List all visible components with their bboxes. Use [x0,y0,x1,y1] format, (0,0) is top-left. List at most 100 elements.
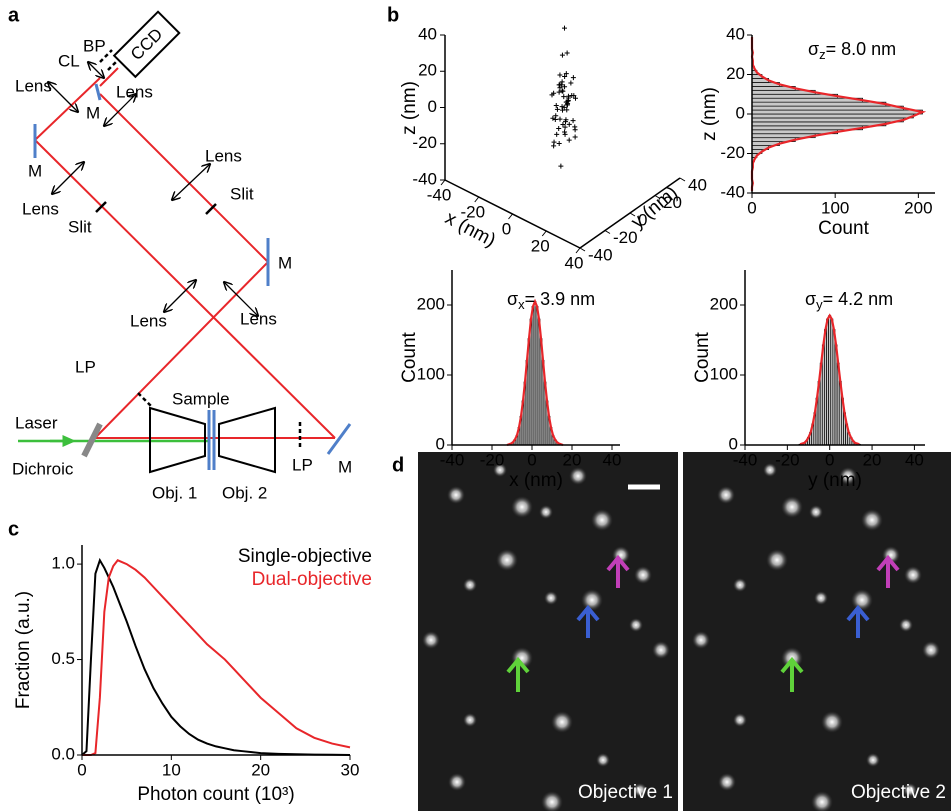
scatter-point [551,143,557,149]
spot [851,589,873,611]
x-tick-label: 40 [603,450,622,469]
diagram-label: Lens [240,309,277,328]
spot [581,589,603,611]
spot [733,713,747,727]
tick-mark [629,212,636,217]
diagram-label: Lens [116,82,153,101]
diagram-label: Laser [15,413,58,432]
scatter-point [558,163,564,169]
scatter-point [556,89,562,95]
y-tick-label: 200 [417,294,445,313]
x-tick-label: 200 [904,198,932,217]
z-tick-label: -40 [412,169,437,188]
spot [493,463,507,477]
y-axis-label: Fraction (a.u.) [13,591,34,709]
spot [839,467,857,485]
scatter-point [563,71,569,77]
y-tick-label: 0 [736,103,745,122]
x-tick-label: 40 [565,253,584,272]
scatter-point [565,102,570,108]
legend-entry: Dual-objective [252,569,372,590]
diagram-label: Obj. 1 [152,483,197,502]
optical-diagram: CCD BP CL Lens M Lens M Lens Lens Slit S… [12,10,352,502]
y-tick-label: 20 [726,64,745,83]
z-tick-label: 40 [418,24,437,43]
diagram-label: Lens [130,311,167,330]
y-tick-label: 0 [638,210,647,229]
panel-label: d [392,454,404,476]
diagram-label: Lens [15,76,52,95]
spot [463,578,477,592]
scatter-point [570,118,576,124]
dichroic-mirror [81,422,103,458]
scatter-point [557,116,563,122]
x-axis-label: y (nm) [808,470,862,491]
y-tick-label: -40 [588,245,613,264]
scatter-point [550,115,556,121]
scatter-point [557,72,563,78]
fit-curve [799,313,860,446]
y-tick-label: 100 [417,364,445,383]
scatter-point [572,134,578,140]
tick-mark [474,196,480,203]
scatter-point [573,95,578,101]
scatter-point [554,106,560,112]
spot [904,566,922,584]
y-tick-label: 40 [688,175,707,194]
x-tick-label: 20 [251,760,270,779]
annotation-text: = 3.9 nm [525,289,596,309]
tick-mark [541,230,547,237]
spot [591,509,613,531]
objectives [149,406,276,474]
spot [539,505,553,519]
data-line [82,559,351,756]
spot [544,591,558,605]
mirrors [33,83,352,470]
ccd-camera: CCD [112,10,181,79]
y-tick-label: 40 [726,24,745,43]
x-tick-label: 10 [162,760,181,779]
tick-mark [604,230,611,234]
scatter-point [565,95,571,101]
diagram-label: LP [292,455,313,474]
spot [447,486,465,504]
y-tick-label: 0 [729,434,738,453]
y-tick-label: 1.0 [51,554,75,573]
y-tick-label: -20 [613,228,638,247]
diagram-label: LP [75,357,96,376]
spot [814,591,828,605]
scatter-point [562,124,568,130]
x-tick-label: 20 [563,450,582,469]
spot [733,578,747,592]
scatter-point [566,121,572,127]
fit-curve [506,298,564,447]
scatter-point [557,82,563,88]
diagram-label: Lens [22,199,59,218]
spot [496,549,518,571]
scatter-point [549,92,555,98]
y-tick-label: 0.0 [51,744,75,763]
y-tick-label: 0.5 [51,649,75,668]
scatter-point [562,25,567,31]
y-tick-label: 100 [710,364,738,383]
scatter-point [564,107,570,113]
scatter-point [562,73,568,79]
z-tick-label: -20 [412,133,437,152]
micrograph-label: Objective 2 [851,782,946,803]
x-tick-label: 0 [747,198,756,217]
scatter-point [570,75,576,81]
scatter-point [556,125,562,131]
diagram-label: Sample [172,389,230,408]
spot [922,641,940,659]
spot [763,463,777,477]
x-tick-label: -20 [480,450,505,469]
x-tick-label: -40 [733,450,758,469]
y-axis-label: Count [692,331,713,382]
spot [422,631,440,649]
scatter-point [556,140,562,146]
x-tick-label: 100 [821,198,849,217]
annotation-subscript: x [518,297,525,312]
x-tick-label: 20 [531,236,550,255]
panel-label: b [387,4,399,26]
